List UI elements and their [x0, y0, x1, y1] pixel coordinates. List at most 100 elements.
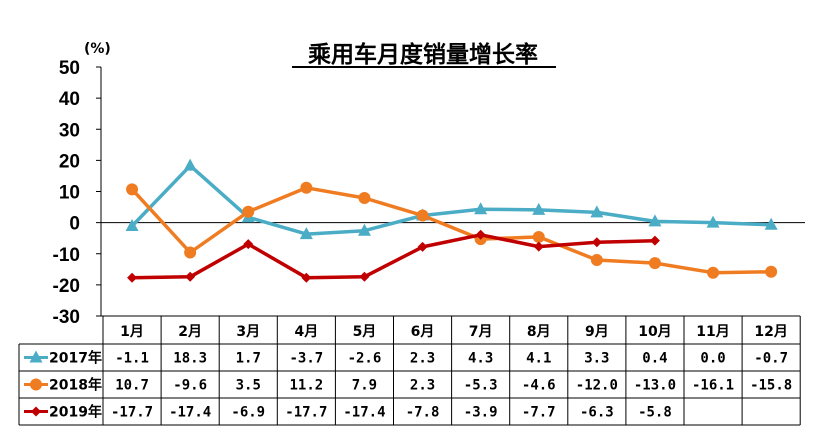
series-line	[130, 186, 772, 275]
data-point	[242, 205, 255, 218]
x-category-label: 7月	[469, 324, 493, 340]
data-label: -7.7	[522, 405, 556, 421]
data-label: -17.4	[169, 405, 211, 421]
data-point	[185, 271, 196, 282]
x-category-label: 5月	[353, 324, 377, 340]
y-tick-label: 0	[69, 214, 80, 235]
data-point	[648, 257, 661, 270]
series-name: 2018年	[49, 377, 102, 394]
data-point	[184, 246, 197, 259]
data-label: 2.3	[410, 378, 435, 394]
data-label: -5.8	[638, 405, 672, 421]
data-label: 10.7	[115, 378, 149, 394]
legend-marker	[29, 350, 43, 363]
data-point	[590, 205, 604, 218]
data-label: -9.6	[173, 378, 207, 394]
data-point	[533, 241, 544, 252]
legend-marker	[31, 406, 41, 417]
x-category-label: 11月	[696, 324, 729, 340]
chart-title: 乘用车月度销量增长率	[307, 41, 538, 68]
data-label: -17.7	[285, 405, 327, 421]
data-label: -15.8	[750, 378, 792, 394]
data-label: 7.9	[352, 378, 377, 394]
data-label: 3.5	[236, 378, 261, 394]
data-table: 1月 2月 3月 4月 5月 6月 7月 8月 9月 10月 11月 12月 2017年 -1.1 18.3…	[18, 315, 801, 426]
x-category-label: 10月	[638, 324, 671, 340]
series-name: 2017年	[49, 350, 102, 367]
y-tick-label: -20	[53, 276, 80, 297]
x-category-label: 3月	[236, 324, 260, 340]
data-label: 0.0	[700, 351, 725, 367]
data-label: -3.9	[464, 405, 498, 421]
data-point	[300, 181, 313, 194]
data-label: -17.7	[111, 405, 153, 421]
data-point	[243, 239, 254, 250]
y-tick-label: 10	[59, 183, 80, 204]
data-point	[359, 271, 370, 282]
data-label: -6.9	[231, 405, 265, 421]
data-point	[299, 227, 313, 240]
data-point	[648, 214, 662, 227]
x-category-label: 4月	[294, 324, 318, 340]
data-point	[764, 217, 778, 230]
data-label: -13.0	[634, 378, 676, 394]
data-point	[183, 158, 197, 171]
x-category-label: 9月	[585, 324, 609, 340]
data-point	[590, 253, 603, 266]
data-label: 11.2	[289, 378, 323, 394]
data-point	[125, 219, 139, 232]
data-label: -12.0	[576, 378, 618, 394]
data-point	[301, 272, 312, 283]
data-label: -0.7	[754, 351, 788, 367]
data-point	[649, 235, 660, 246]
data-label: -16.1	[692, 378, 734, 394]
data-point	[474, 202, 488, 215]
data-point	[417, 241, 428, 252]
data-point	[707, 266, 720, 279]
x-category-label: 12月	[754, 324, 787, 340]
data-label: -4.6	[522, 378, 556, 394]
data-label: 2.3	[410, 351, 435, 367]
y-tick-label: 30	[59, 120, 80, 141]
x-category-label: 6月	[411, 324, 435, 340]
data-label: 4.1	[526, 351, 551, 367]
data-label: 18.3	[173, 351, 207, 367]
data-label: 1.7	[236, 351, 261, 367]
x-category-label: 1月	[120, 324, 144, 340]
x-category-label: 2月	[178, 324, 202, 340]
y-tick-label: -10	[53, 245, 80, 266]
data-point	[357, 223, 371, 236]
y-tick-label: 50	[59, 58, 80, 79]
series-line	[130, 163, 772, 236]
data-point	[706, 215, 720, 228]
data-point	[765, 265, 778, 278]
x-category-label: 8月	[527, 324, 551, 340]
data-label: -1.1	[115, 351, 149, 367]
y-tick-label: 40	[59, 89, 80, 110]
data-point	[591, 237, 602, 248]
data-point	[126, 183, 139, 196]
data-point	[416, 209, 429, 222]
data-point	[532, 202, 546, 215]
data-point	[127, 272, 138, 283]
data-point	[532, 230, 545, 243]
data-label: -2.6	[348, 351, 382, 367]
data-label: 3.3	[584, 351, 609, 367]
data-label: -6.3	[580, 405, 614, 421]
data-label: 4.3	[468, 351, 493, 367]
y-unit-label: (%)	[84, 41, 111, 57]
series-line	[132, 233, 656, 280]
series-name: 2019年	[49, 404, 102, 421]
data-label: -7.8	[406, 405, 440, 421]
y-tick-label: 20	[59, 151, 80, 172]
data-point	[475, 229, 486, 240]
y-tick-label: -30	[53, 307, 80, 328]
data-label: 0.4	[642, 351, 667, 367]
data-label: -3.7	[289, 351, 323, 367]
data-point	[358, 192, 371, 205]
legend-marker	[30, 378, 42, 391]
data-label: -5.3	[464, 378, 498, 394]
plot-area: 50 40 30 20 10 0 -10 -20 -30	[53, 58, 805, 328]
data-label: -17.4	[343, 405, 385, 421]
